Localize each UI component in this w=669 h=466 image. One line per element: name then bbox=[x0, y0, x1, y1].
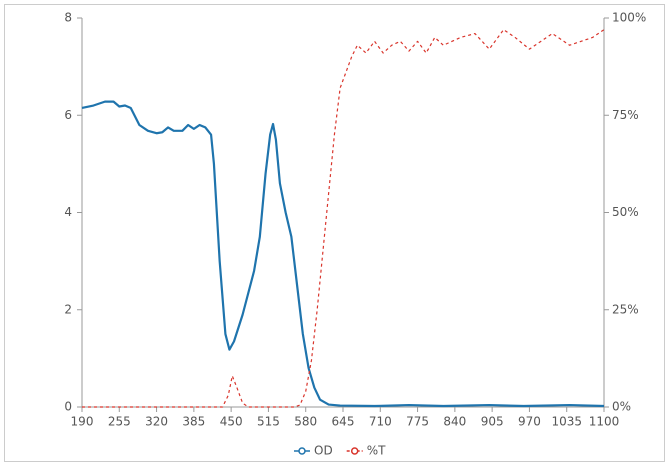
x-tick-label: 515 bbox=[257, 415, 280, 429]
x-tick-label: 385 bbox=[182, 415, 205, 429]
series-line bbox=[82, 29, 605, 408]
y2-tick-label: 25% bbox=[612, 302, 639, 316]
x-tick-label: 645 bbox=[332, 415, 355, 429]
x-tick-label: 1035 bbox=[551, 415, 582, 429]
y-tick-label: 4 bbox=[64, 205, 72, 219]
y2-tick-label: 50% bbox=[612, 205, 639, 219]
y-tick-label: 8 bbox=[64, 11, 72, 25]
legend-marker bbox=[298, 447, 306, 455]
x-tick-label: 255 bbox=[108, 415, 131, 429]
x-tick-label: 190 bbox=[71, 415, 94, 429]
y-tick-label: 0 bbox=[64, 400, 72, 414]
x-tick-label: 710 bbox=[369, 415, 392, 429]
x-tick-label: 580 bbox=[294, 415, 317, 429]
legend-marker bbox=[350, 447, 359, 455]
x-tick-label: 905 bbox=[481, 415, 504, 429]
legend-label: %T bbox=[367, 444, 386, 458]
y2-tick-label: 75% bbox=[612, 108, 639, 122]
x-tick-label: 775 bbox=[406, 415, 429, 429]
x-tick-label: 1100 bbox=[589, 415, 620, 429]
y-tick-label: 2 bbox=[64, 302, 72, 316]
y2-tick-label: 0% bbox=[612, 400, 631, 414]
y2-tick-label: 100% bbox=[612, 11, 646, 25]
legend: OD %T bbox=[294, 444, 386, 458]
legend-label: OD bbox=[314, 444, 333, 458]
x-tick-label: 970 bbox=[518, 415, 541, 429]
chart-frame bbox=[4, 4, 665, 462]
series-line bbox=[81, 100, 605, 408]
x-tick-label: 320 bbox=[145, 415, 168, 429]
x-tick-label: 840 bbox=[443, 415, 466, 429]
x-tick-label: 450 bbox=[220, 415, 243, 429]
y-tick-label: 6 bbox=[64, 108, 72, 122]
